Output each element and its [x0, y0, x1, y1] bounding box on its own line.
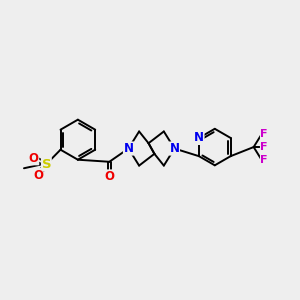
Text: F: F: [260, 155, 268, 165]
Text: F: F: [260, 129, 268, 139]
Text: O: O: [29, 152, 39, 165]
Text: N: N: [169, 142, 179, 155]
Text: F: F: [260, 142, 268, 152]
Text: S: S: [41, 158, 51, 171]
Text: O: O: [104, 170, 114, 183]
Text: N: N: [124, 142, 134, 155]
Text: O: O: [33, 169, 43, 182]
Text: N: N: [194, 131, 204, 144]
